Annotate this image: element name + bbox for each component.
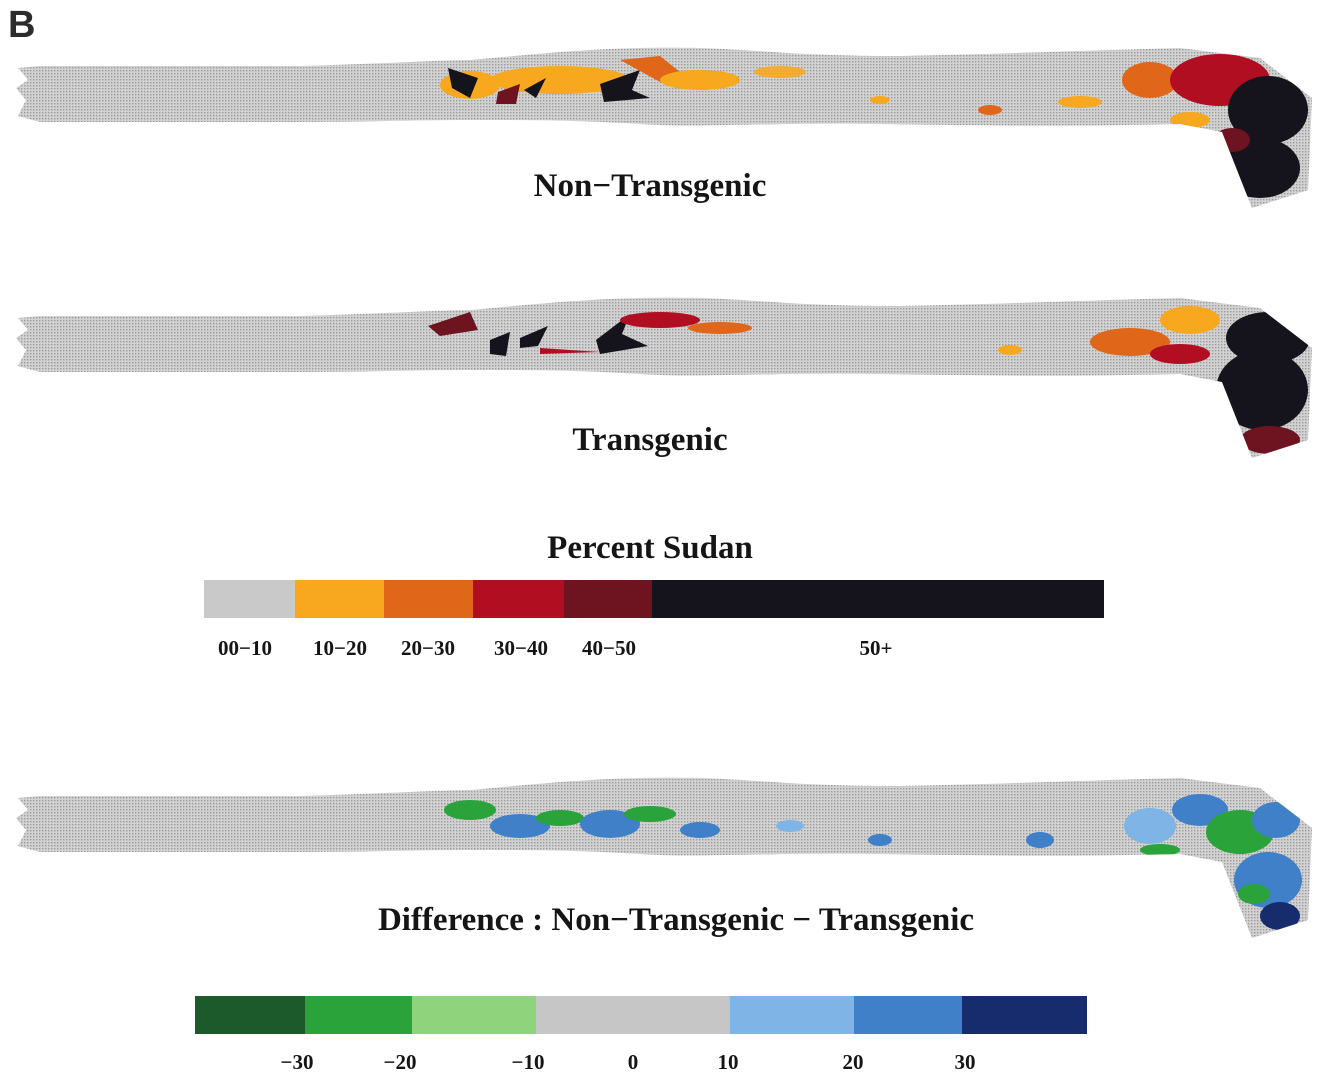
sudan-bin-swatch <box>652 580 1104 618</box>
transgenic-title: Transgenic <box>572 422 728 458</box>
sudan-bin-label: 50+ <box>859 636 893 660</box>
percent-sudan-title: Percent Sudan <box>547 530 753 566</box>
sudan-bin-label: 20−30 <box>401 636 455 660</box>
sudan-bin-label: 00−10 <box>218 636 272 660</box>
non-transgenic-title: Non−Transgenic <box>533 168 767 204</box>
non-transgenic-map <box>0 40 1332 215</box>
difference-tick-label: 10 <box>717 1050 739 1074</box>
difference-map <box>0 770 1332 945</box>
sudan-bin-label: 40−50 <box>582 636 636 660</box>
sudan-bin-swatch <box>473 580 564 618</box>
sudan-bin-label: 30−40 <box>494 636 548 660</box>
difference-tick-label: 30 <box>954 1050 976 1074</box>
difference-bin-swatch <box>195 996 305 1034</box>
difference-bin-swatch <box>536 996 730 1034</box>
sudan-bin-swatch <box>384 580 473 618</box>
percent-sudan-colorbar <box>204 580 1104 618</box>
difference-bin-swatch <box>730 996 854 1034</box>
difference-title: Difference : Non−Transgenic − Transgenic <box>377 902 975 938</box>
difference-tick-label: −20 <box>383 1050 417 1074</box>
sudan-bin-swatch <box>564 580 652 618</box>
difference-bin-swatch <box>412 996 536 1034</box>
sudan-bin-label: 10−20 <box>313 636 367 660</box>
difference-tick-label: −30 <box>280 1050 314 1074</box>
difference-tick-label: 0 <box>627 1050 639 1074</box>
sudan-bin-swatch <box>295 580 384 618</box>
difference-bin-swatch <box>305 996 412 1034</box>
difference-tick-label: −10 <box>511 1050 545 1074</box>
panel-label: B <box>8 4 36 46</box>
difference-bin-swatch <box>854 996 962 1034</box>
difference-bin-swatch <box>962 996 1087 1034</box>
difference-tick-label: 20 <box>842 1050 864 1074</box>
transgenic-map <box>0 290 1332 465</box>
difference-colorbar <box>195 996 1087 1034</box>
sudan-bin-swatch <box>204 580 295 618</box>
